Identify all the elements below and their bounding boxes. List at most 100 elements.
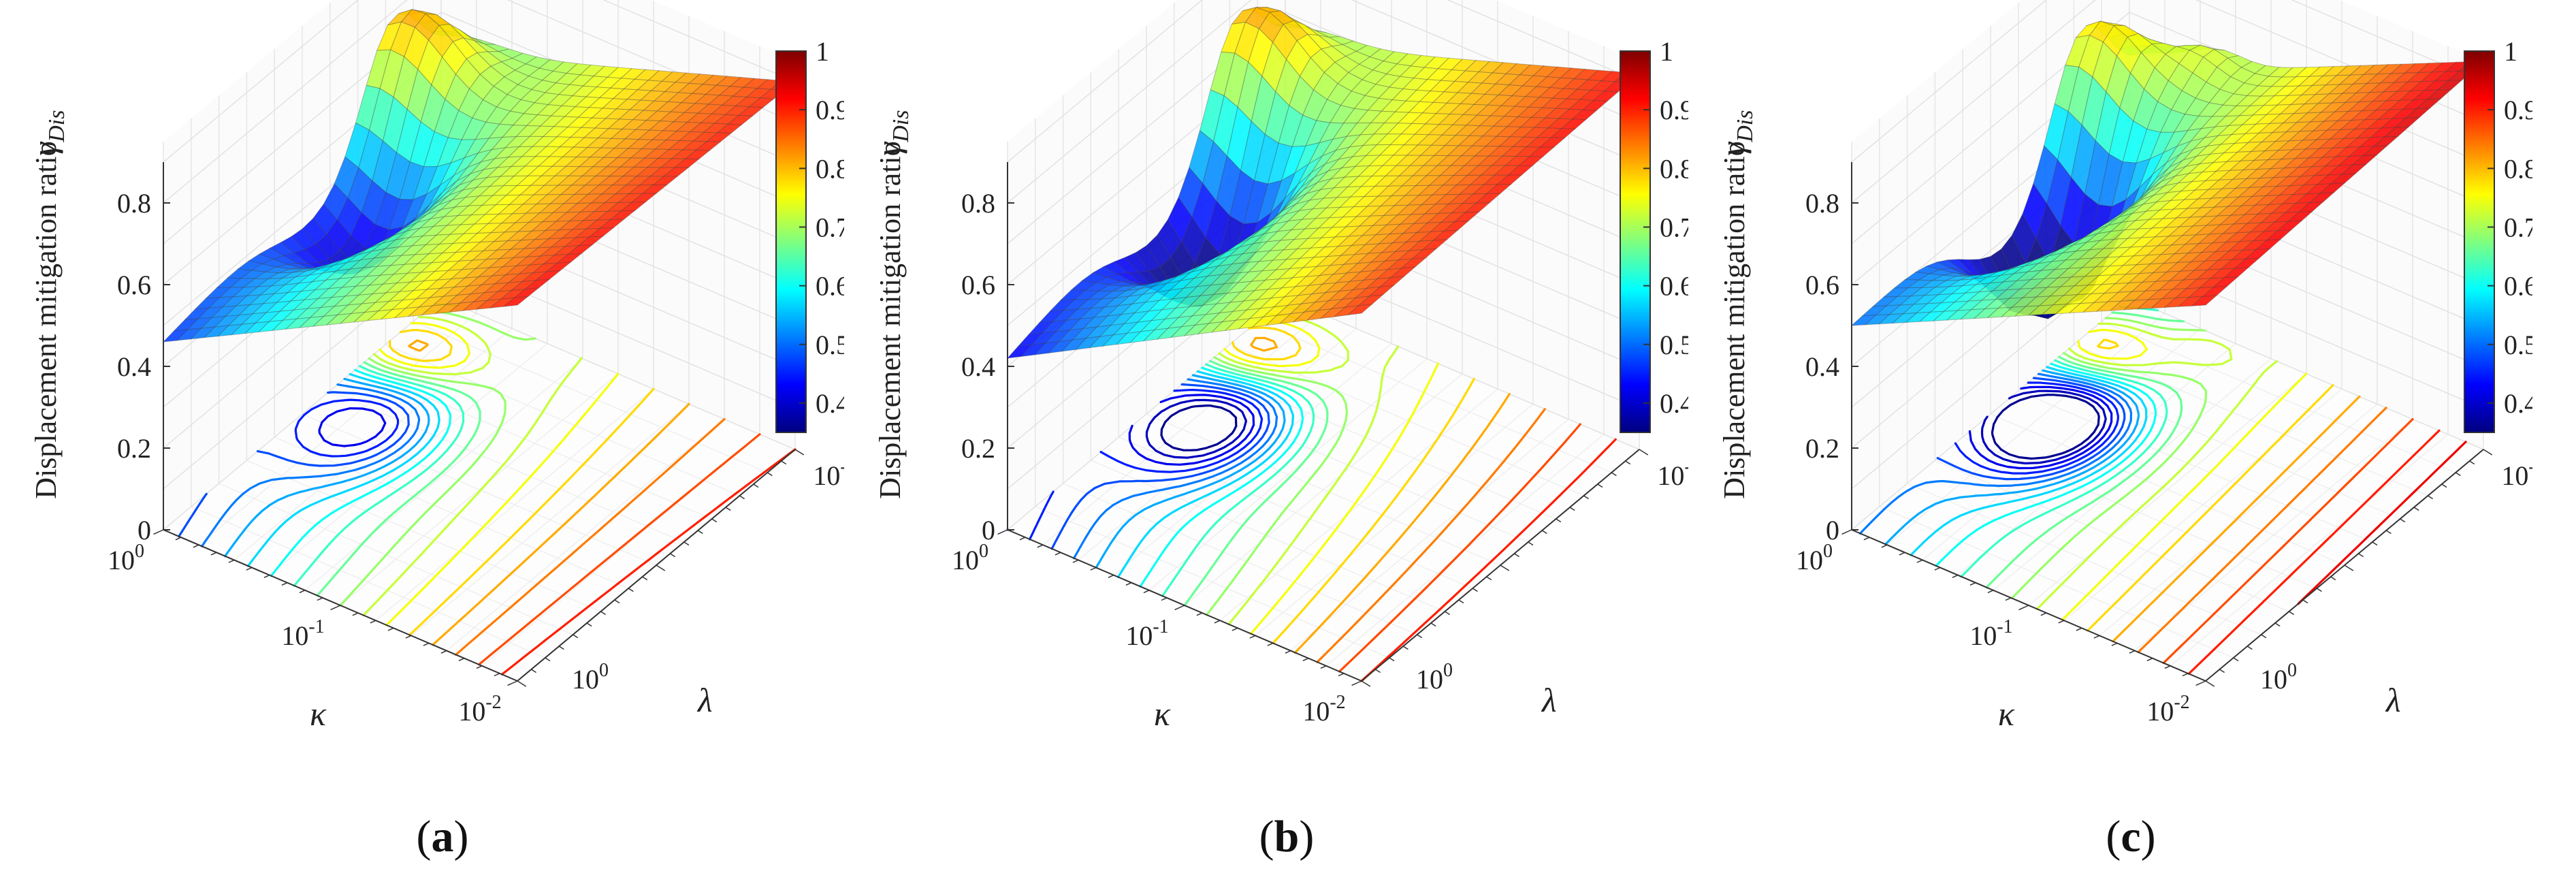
grid-line — [2074, 344, 2428, 496]
contour-line — [1161, 363, 1315, 597]
contour-line — [1968, 385, 2113, 470]
colorbar-tick-label: 0.9 — [1660, 95, 1688, 125]
lambda-tick-label: 10-1 — [2501, 456, 2532, 491]
grid-line — [1851, 0, 2484, 163]
lambda-tick-label: 10-1 — [1657, 456, 1688, 491]
contour-line — [1884, 369, 2140, 545]
z-tick-label: 0.2 — [1805, 433, 1839, 464]
surface-cell — [727, 114, 754, 125]
surface-cell — [2234, 257, 2260, 269]
kappa-tick-mark — [1899, 552, 1905, 556]
grid-line — [163, 0, 796, 163]
z-axis-label-a: Displacement mitigation ratio — [29, 141, 63, 498]
surface-cell — [2212, 276, 2239, 288]
lambda-tick-mark — [2413, 507, 2419, 511]
surface-cell — [2383, 126, 2410, 138]
colorbar-gradient — [775, 50, 807, 433]
kappa-tick-mark — [1841, 529, 1852, 535]
contour-line — [1316, 408, 1546, 663]
lambda-tick-mark — [2330, 576, 2336, 581]
surface-cell — [1560, 118, 1587, 129]
z-tick-label: 0.2 — [961, 433, 995, 464]
lambda-tick-mark — [2289, 611, 2294, 616]
grid-line — [1007, 0, 1640, 163]
kappa-tick-mark — [2111, 642, 2118, 646]
kappa-tick-mark — [330, 605, 341, 611]
lambda-tick-mark — [697, 530, 703, 535]
lambda-tick-mark — [545, 657, 551, 662]
colorbar-tick-label: 0.7 — [816, 212, 844, 242]
surface-cell — [1485, 183, 1513, 195]
colorbar-tick-label: 1 — [1660, 36, 1673, 67]
lambda-tick-mark — [2483, 449, 2493, 456]
contour-line — [2297, 441, 2467, 605]
lambda-tick-mark — [1639, 449, 1649, 456]
lambda-tick-mark — [558, 646, 564, 650]
contour-line — [2112, 395, 2361, 643]
z-tick-label: 0.2 — [117, 433, 151, 464]
lambda-tick-mark — [1430, 622, 1436, 627]
kappa-tick-mark — [405, 635, 412, 639]
colorbar-tick-label: 0.7 — [2504, 212, 2532, 242]
lambda-tick-mark — [739, 495, 745, 500]
contour-line — [339, 309, 536, 607]
grid-line — [1257, 321, 1612, 473]
contour-line — [2137, 407, 2387, 654]
colorbar-tick-label: 0.8 — [816, 153, 844, 184]
lambda-tick-mark — [2372, 541, 2378, 546]
surface-mesh — [1850, 20, 2485, 326]
lambda-tick-mark — [1569, 507, 1575, 511]
surface-cell — [1357, 294, 1384, 306]
kappa-tick-mark — [2195, 680, 2206, 686]
grid-line — [413, 321, 768, 473]
kappa-tick-mark — [1934, 567, 1941, 571]
kappa-tick-mark — [317, 597, 323, 601]
kappa-tick-mark — [1338, 673, 1345, 677]
z-axis-symbol-a: γDis — [25, 110, 69, 156]
surface-cell — [566, 244, 594, 255]
surface-cell — [545, 261, 573, 272]
contour-line — [1218, 313, 1400, 626]
surface-cell — [1528, 146, 1555, 157]
surface-cell — [588, 227, 615, 238]
lambda-tick-mark — [1611, 472, 1617, 477]
lambda-tick-label: 100 — [1416, 660, 1453, 695]
kappa-tick-mark — [153, 529, 164, 535]
contour-line — [270, 368, 452, 577]
lambda-tick-mark — [1458, 599, 1464, 604]
kappa-tick-mark — [228, 559, 235, 563]
surface-mesh — [162, 9, 796, 343]
surface-axes-c: 0 0.2 0.4 0.6 0.8 100 10-1 10-2 100 10-1 — [1796, 0, 2532, 727]
colorbar-tick-label: 1 — [2504, 36, 2517, 67]
kappa-tick-mark — [281, 582, 288, 586]
contour-line — [389, 329, 655, 636]
contour-line — [246, 372, 440, 567]
z-tick-label: 0.4 — [1805, 351, 1839, 382]
contour-line — [1145, 398, 1247, 459]
surface-cell — [502, 296, 530, 307]
contour-line — [1231, 326, 1475, 645]
lambda-tick-mark — [1625, 460, 1631, 465]
lambda-tick-mark — [642, 576, 648, 581]
contour-line — [2035, 322, 2279, 610]
grid-line — [2170, 434, 2449, 667]
surface-axes-a: 0 0.2 0.4 0.6 0.8 100 10-1 10-2 100 10-1 — [108, 0, 844, 727]
surface-cell — [1347, 303, 1374, 316]
lambda-tick-label: 10-1 — [813, 456, 844, 491]
colorbar-tick-label: 0.8 — [2504, 153, 2532, 184]
contour-line — [1960, 305, 2168, 578]
kappa-tick-mark — [440, 650, 447, 654]
kappa-tick-mark — [1143, 590, 1150, 594]
surface-cell — [2351, 155, 2378, 165]
colorbar-tick-label: 0.4 — [816, 388, 844, 419]
colorbar-tick-label: 0.4 — [1660, 388, 1688, 419]
lambda-tick-mark — [1528, 541, 1534, 546]
surface-cell — [684, 149, 711, 160]
lambda-tick-mark — [2428, 495, 2433, 500]
surface-cell — [2276, 220, 2303, 232]
grid-line — [163, 0, 796, 204]
contour-line — [1980, 390, 2107, 464]
surface-cell — [748, 97, 775, 108]
lambda-tick-mark — [573, 634, 579, 639]
lambda-tick-mark — [2219, 669, 2225, 673]
